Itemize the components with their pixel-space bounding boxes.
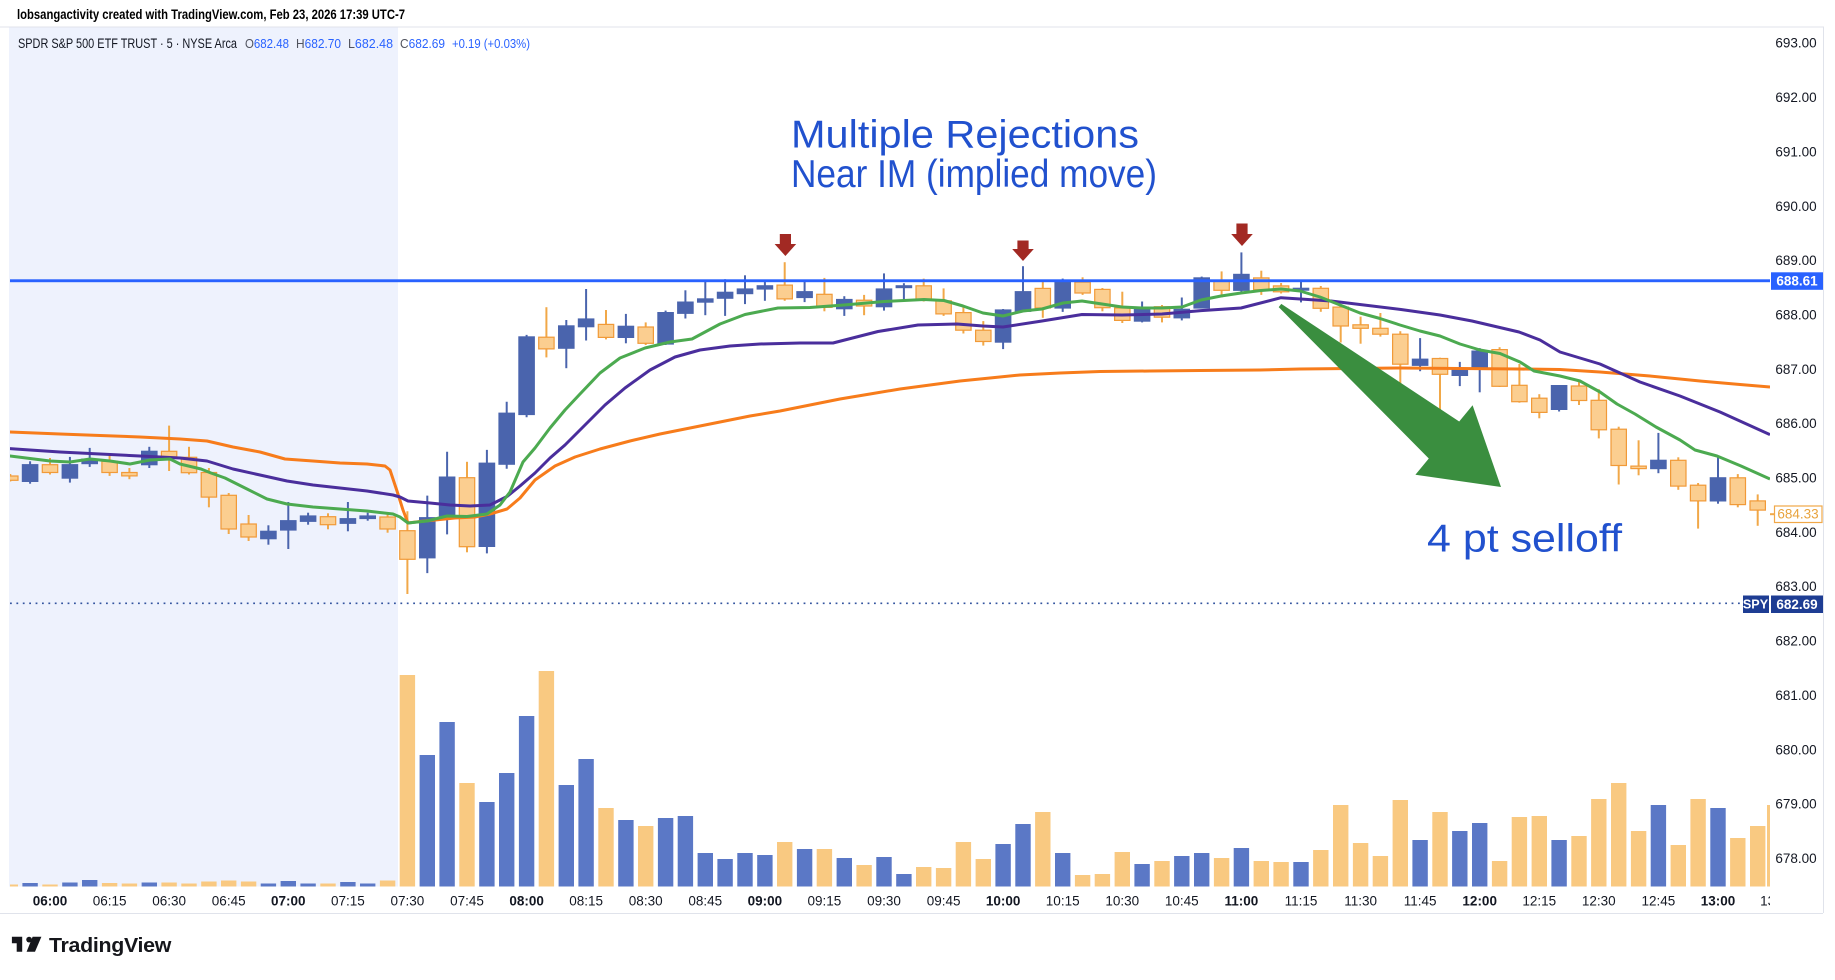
- svg-text:06:15: 06:15: [93, 894, 127, 909]
- svg-text:10:00: 10:00: [986, 894, 1021, 909]
- svg-text:O682.48: O682.48: [245, 36, 289, 51]
- svg-text:685.00: 685.00: [1775, 471, 1816, 486]
- svg-text:687.00: 687.00: [1775, 362, 1816, 377]
- svg-text:09:45: 09:45: [927, 894, 961, 909]
- svg-text:11:00: 11:00: [1225, 894, 1259, 909]
- svg-text:12:30: 12:30: [1582, 894, 1616, 909]
- svg-text:SPDR S&P 500 ETF TRUST · 5 · N: SPDR S&P 500 ETF TRUST · 5 · NYSE Arca: [18, 36, 237, 51]
- svg-text:680.00: 680.00: [1775, 742, 1816, 757]
- svg-text:C682.69: C682.69: [400, 36, 445, 51]
- svg-text:08:45: 08:45: [688, 894, 722, 909]
- svg-text:07:30: 07:30: [391, 894, 425, 909]
- svg-text:10:30: 10:30: [1105, 894, 1139, 909]
- svg-text:681.00: 681.00: [1775, 688, 1816, 703]
- svg-text:678.00: 678.00: [1775, 851, 1816, 866]
- svg-text:+0.19 (+0.03%): +0.19 (+0.03%): [452, 36, 530, 51]
- svg-text:09:15: 09:15: [808, 894, 842, 909]
- svg-text:12:45: 12:45: [1642, 894, 1676, 909]
- svg-text:12:15: 12:15: [1522, 894, 1556, 909]
- svg-text:684.00: 684.00: [1775, 525, 1816, 540]
- svg-text:11:15: 11:15: [1285, 894, 1318, 909]
- svg-text:11:30: 11:30: [1344, 894, 1377, 909]
- svg-text:Multiple Rejections: Multiple Rejections: [791, 114, 1139, 157]
- svg-text:07:15: 07:15: [331, 894, 365, 909]
- svg-text:4 pt selloff: 4 pt selloff: [1427, 518, 1622, 561]
- svg-text:TradingView: TradingView: [49, 934, 171, 957]
- svg-text:06:30: 06:30: [152, 894, 186, 909]
- svg-text:692.00: 692.00: [1775, 90, 1816, 105]
- svg-text:08:00: 08:00: [509, 894, 544, 909]
- svg-text:07:00: 07:00: [271, 894, 306, 909]
- svg-text:lobsangactivity created with T: lobsangactivity created with TradingView…: [17, 7, 405, 22]
- svg-text:L682.48: L682.48: [348, 36, 393, 51]
- svg-text:H682.70: H682.70: [296, 36, 341, 51]
- svg-text:10:45: 10:45: [1165, 894, 1199, 909]
- svg-text:688.00: 688.00: [1775, 307, 1816, 322]
- svg-text:06:45: 06:45: [212, 894, 246, 909]
- svg-text:SPY: SPY: [1743, 598, 1769, 612]
- svg-text:682.69: 682.69: [1776, 597, 1817, 612]
- svg-text:688.61: 688.61: [1776, 274, 1818, 289]
- svg-text:13:00: 13:00: [1701, 894, 1736, 909]
- svg-text:693.00: 693.00: [1775, 36, 1816, 51]
- svg-text:08:30: 08:30: [629, 894, 663, 909]
- svg-text:Near IM (implied move): Near IM (implied move): [791, 153, 1157, 196]
- svg-text:08:15: 08:15: [569, 894, 603, 909]
- svg-text:06:00: 06:00: [33, 894, 68, 909]
- svg-text:679.00: 679.00: [1775, 797, 1816, 812]
- svg-text:682.00: 682.00: [1775, 634, 1816, 649]
- svg-text:690.00: 690.00: [1775, 199, 1816, 214]
- svg-text:686.00: 686.00: [1775, 416, 1816, 431]
- svg-text:09:30: 09:30: [867, 894, 901, 909]
- svg-text:12:00: 12:00: [1462, 894, 1497, 909]
- svg-text:10:15: 10:15: [1046, 894, 1080, 909]
- svg-text:07:45: 07:45: [450, 894, 484, 909]
- svg-text:11:45: 11:45: [1404, 894, 1437, 909]
- svg-text:689.00: 689.00: [1775, 253, 1816, 268]
- svg-text:683.00: 683.00: [1775, 579, 1816, 594]
- svg-text:09:00: 09:00: [748, 894, 783, 909]
- svg-text:691.00: 691.00: [1775, 144, 1816, 159]
- svg-text:684.33: 684.33: [1777, 507, 1818, 522]
